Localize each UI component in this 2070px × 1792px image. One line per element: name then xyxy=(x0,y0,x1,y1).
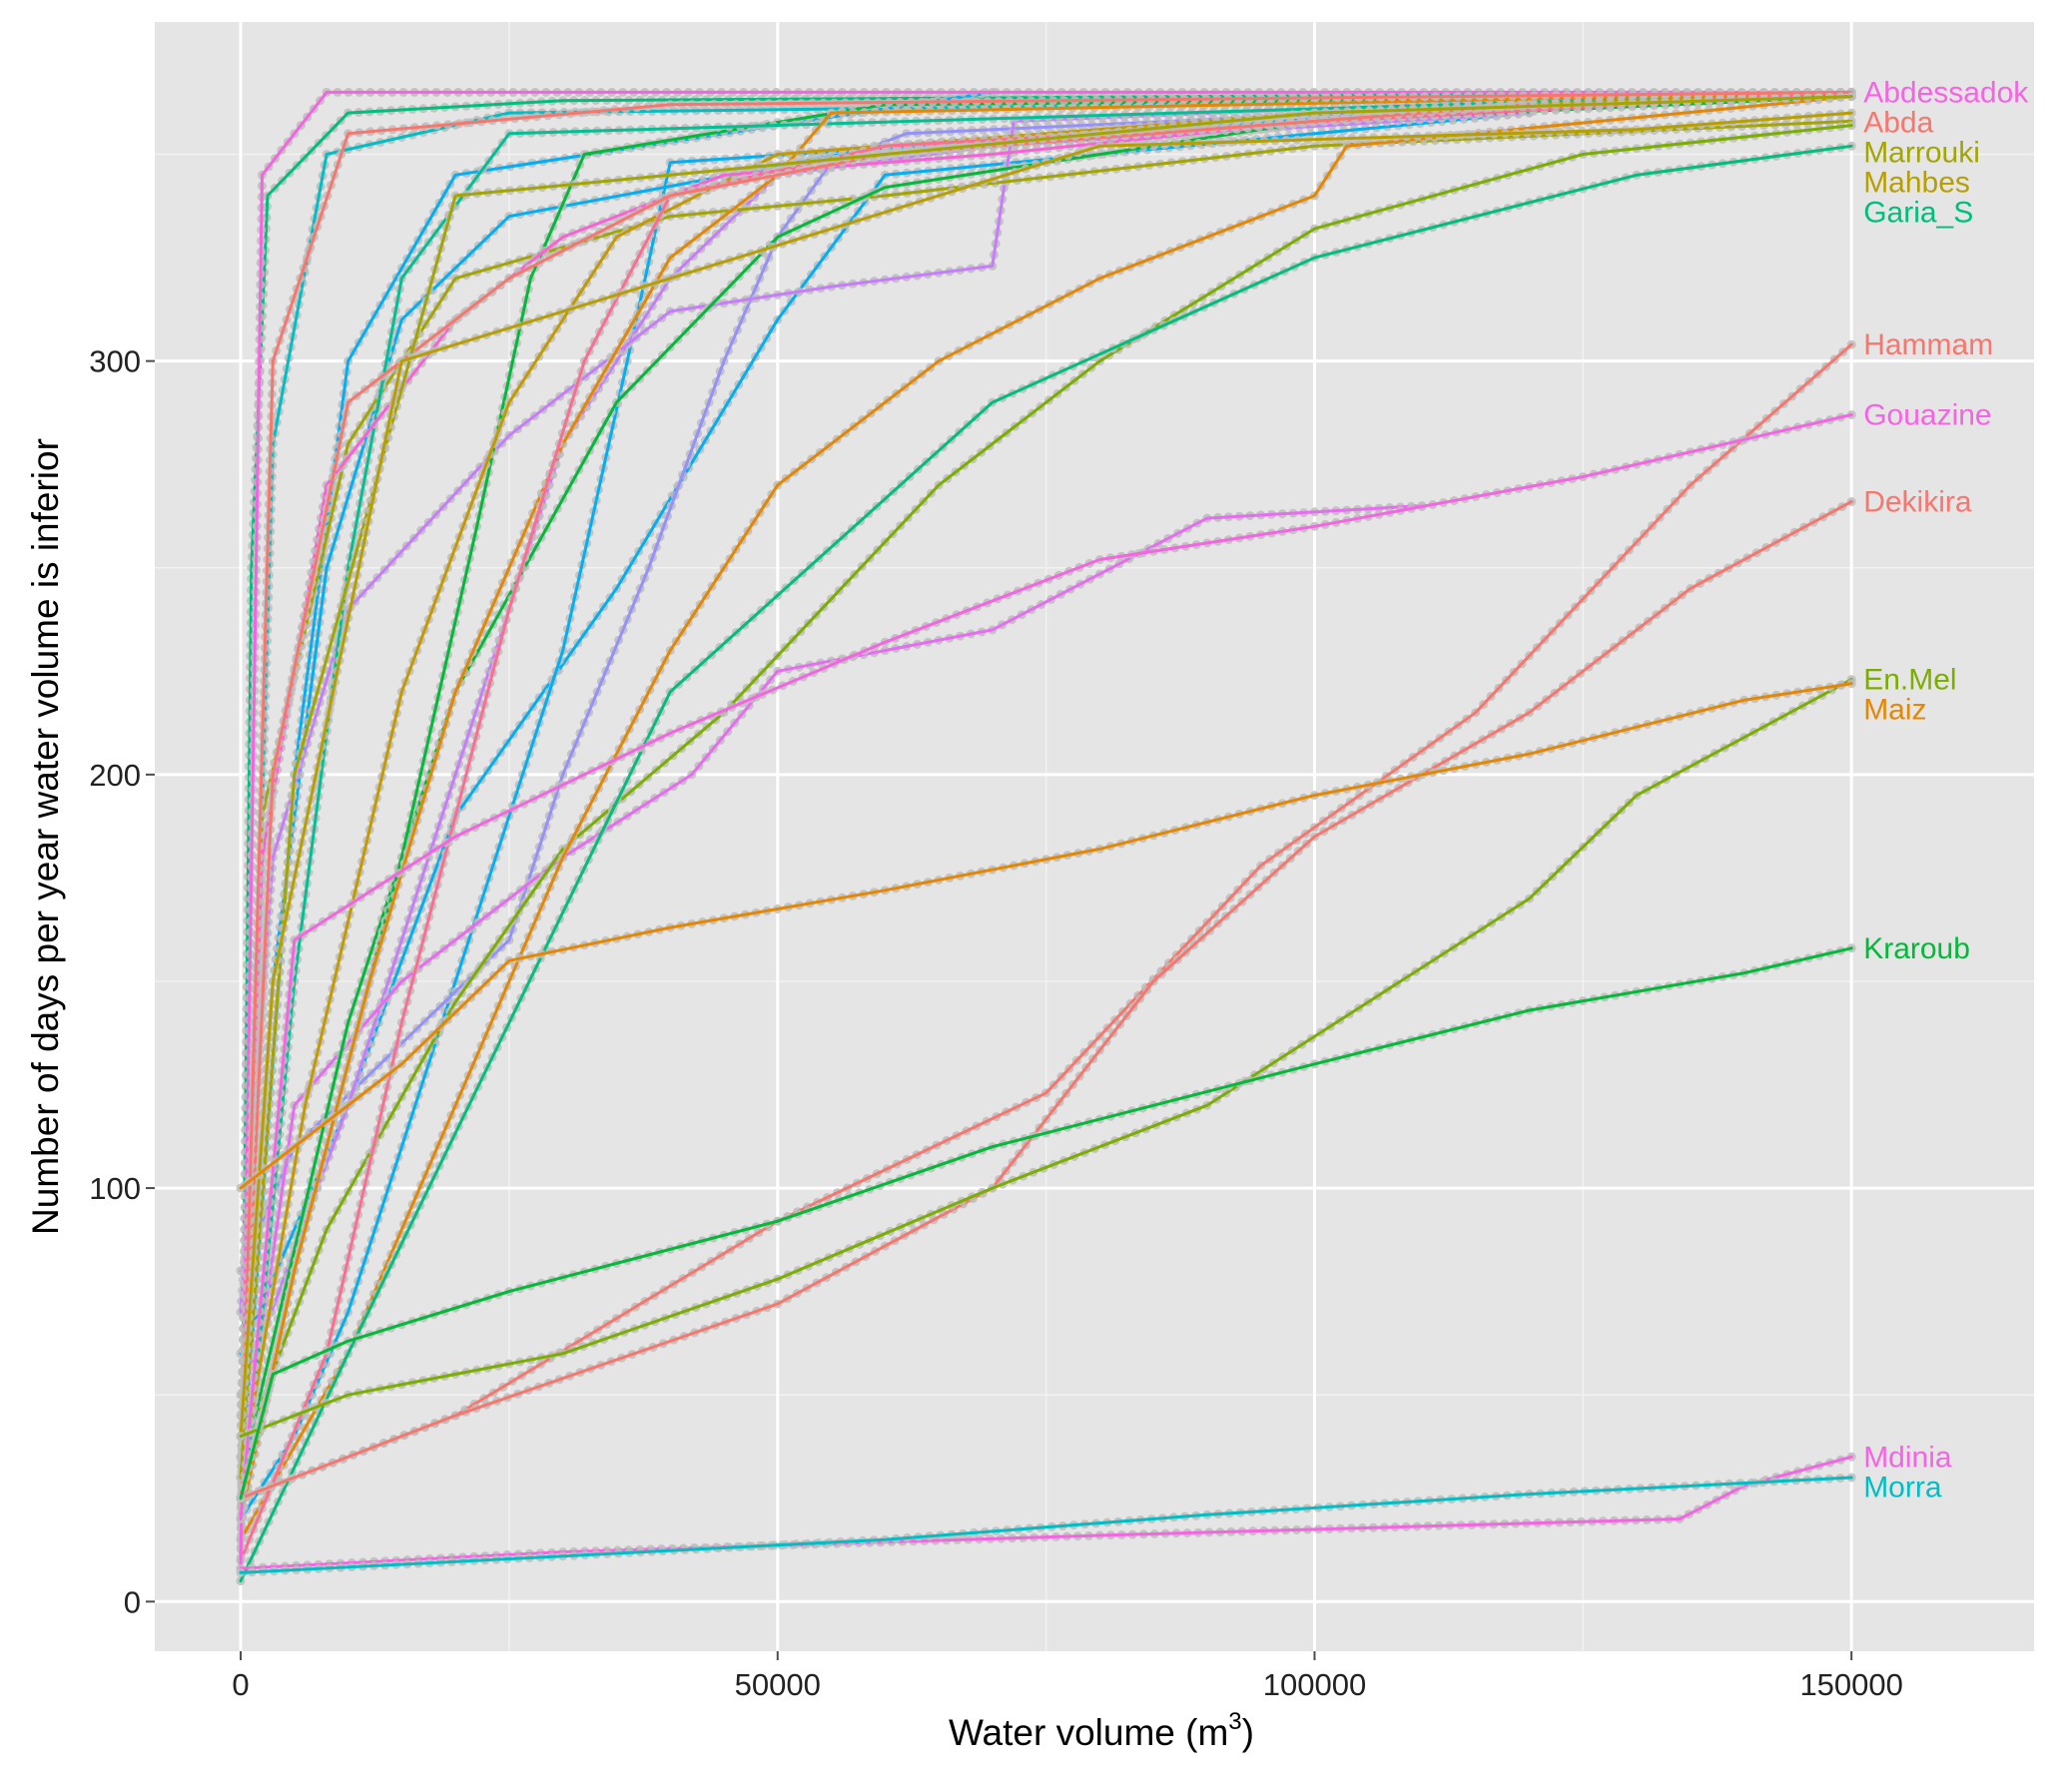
line-chart: AbdessadokAbdaMarroukiMahbesGaria_SHamma… xyxy=(0,0,2070,1787)
